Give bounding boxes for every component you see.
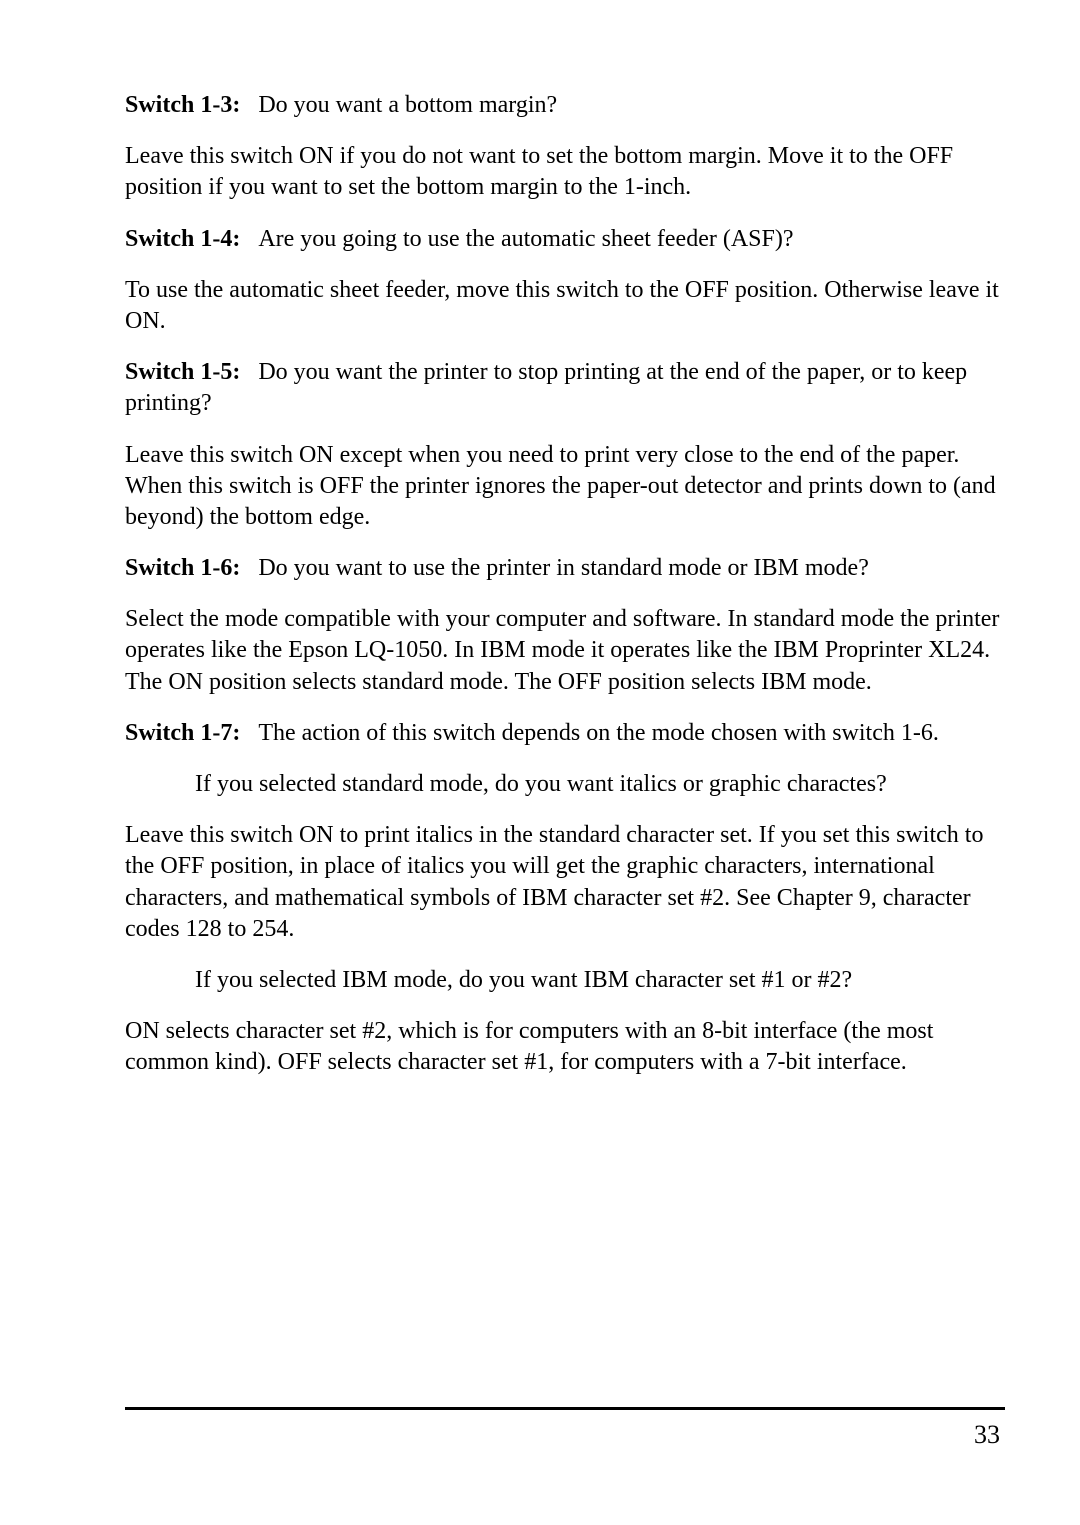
switch-1-6-heading: Switch 1-6: Do you want to use the print…	[125, 553, 1005, 584]
switch-1-3-question	[246, 92, 258, 118]
switch-1-7-subquestion-2: If you selected IBM mode, do you want IB…	[125, 965, 1005, 996]
switch-1-6-label: Switch 1-6:	[125, 555, 240, 581]
switch-1-4-question: Are you going to use the automatic sheet…	[258, 226, 793, 252]
switch-1-6-explanation: Select the mode compatible with your com…	[125, 604, 1005, 698]
switch-1-3-explanation: Leave this switch ON if you do not want …	[125, 141, 1005, 203]
switch-1-7-question: The action of this switch depends on the…	[258, 720, 939, 746]
switch-1-7-subquestion-1: If you selected standard mode, do you wa…	[125, 769, 1005, 800]
footer-divider	[125, 1407, 1005, 1410]
switch-1-4-explanation: To use the automatic sheet feeder, move …	[125, 275, 1005, 337]
switch-1-6-question: Do you want to use the printer in standa…	[258, 555, 869, 581]
switch-1-5-heading: Switch 1-5: Do you want the printer to s…	[125, 357, 1005, 419]
switch-1-4-heading: Switch 1-4: Are you going to use the aut…	[125, 224, 1005, 255]
switch-1-4-label: Switch 1-4:	[125, 226, 240, 252]
page-number: 33	[974, 1420, 1000, 1450]
switch-1-3-heading: Switch 1-3: Do you want a bottom margin?	[125, 90, 1005, 121]
document-content: Switch 1-3: Do you want a bottom margin?…	[125, 90, 1005, 1079]
switch-1-5-explanation: Leave this switch ON except when you nee…	[125, 440, 1005, 534]
switch-1-7-explanation-1: Leave this switch ON to print italics in…	[125, 820, 1005, 945]
switch-1-5-label: Switch 1-5:	[125, 359, 240, 385]
switch-1-7-label: Switch 1-7:	[125, 720, 240, 746]
switch-1-7-explanation-2: ON selects character set #2, which is fo…	[125, 1016, 1005, 1078]
switch-1-7-heading: Switch 1-7: The action of this switch de…	[125, 718, 1005, 749]
switch-1-3-label: Switch 1-3:	[125, 92, 240, 118]
